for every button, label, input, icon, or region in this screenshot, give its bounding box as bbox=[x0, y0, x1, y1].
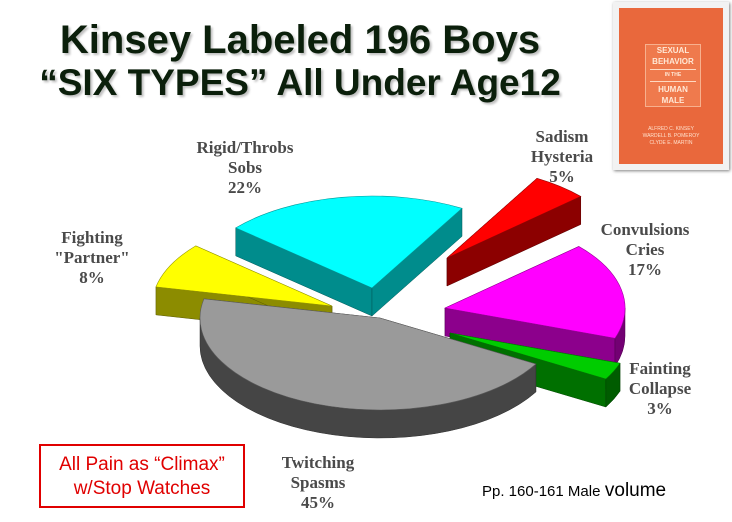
pie-slice bbox=[199, 298, 537, 439]
book-title-divider bbox=[650, 69, 696, 70]
slice-name-label: Twitching bbox=[282, 453, 355, 472]
pie-slice bbox=[444, 246, 626, 368]
slice-name-label: Fighting bbox=[61, 228, 123, 247]
slice-label: Fainting Collapse 3% bbox=[629, 359, 692, 418]
slice-percent-label: 17% bbox=[628, 260, 662, 279]
pie-slice bbox=[235, 195, 463, 317]
book-author: ALFRED C. KINSEY bbox=[648, 126, 694, 132]
book-title-line: MALE bbox=[661, 96, 685, 105]
slice-percent-label: 8% bbox=[79, 268, 105, 287]
note-line-1: All Pain as “Climax” bbox=[59, 454, 225, 475]
slice-label: Fighting "Partner" 8% bbox=[54, 228, 130, 287]
note-box: All Pain as “Climax” w/Stop Watches bbox=[39, 444, 245, 508]
slice-name-label: Fainting bbox=[629, 359, 691, 378]
book-author: WARDELL B. POMEROY bbox=[642, 133, 700, 139]
slice-name-label: Sobs bbox=[228, 158, 262, 177]
book-title-divider bbox=[650, 81, 696, 82]
book-title-line: IN THE bbox=[664, 72, 682, 78]
book-title-line: HUMAN bbox=[658, 85, 688, 94]
slide-subtitle: “SIX TYPES” All Under Age12 bbox=[39, 62, 561, 103]
slice-percent-label: 45% bbox=[301, 493, 335, 512]
slice-name-label: Hysteria bbox=[531, 147, 594, 166]
pie-slice bbox=[446, 177, 582, 287]
slice-label: Sadism Hysteria 5% bbox=[531, 127, 594, 186]
page-reference-volume: volume bbox=[604, 480, 667, 501]
slice-percent-label: 5% bbox=[549, 167, 575, 186]
book-author: CLYDE E. MARTIN bbox=[649, 140, 693, 146]
book-authors: ALFRED C. KINSEY WARDELL B. POMEROY CLYD… bbox=[619, 126, 723, 147]
slice-name-label: Cries bbox=[626, 240, 665, 259]
slice-name-label: Collapse bbox=[629, 379, 692, 398]
page-reference: Pp. 160-161 Male volume bbox=[482, 480, 666, 502]
book-cover: SEXUAL BEHAVIOR IN THE HUMAN MALE ALFRED… bbox=[619, 8, 723, 164]
book-title-line: BEHAVIOR bbox=[652, 57, 694, 66]
book-cover-image: SEXUAL BEHAVIOR IN THE HUMAN MALE ALFRED… bbox=[613, 2, 729, 170]
slice-percent-label: 3% bbox=[647, 399, 673, 418]
note-line-2: w/Stop Watches bbox=[73, 478, 211, 499]
book-title-line: SEXUAL bbox=[656, 46, 690, 55]
book-title: SEXUAL BEHAVIOR IN THE HUMAN MALE bbox=[645, 44, 701, 107]
slice-name-label: "Partner" bbox=[54, 248, 130, 267]
slide-title: Kinsey Labeled 196 Boys bbox=[59, 18, 541, 62]
slice-name-label: Rigid/Throbs bbox=[196, 138, 293, 157]
page-reference-pages: Pp. 160-161 Male bbox=[482, 483, 601, 500]
slice-name-label: Convulsions bbox=[601, 220, 690, 239]
slice-label: Rigid/Throbs Sobs 22% bbox=[196, 138, 293, 197]
slice-name-label: Spasms bbox=[291, 473, 346, 492]
slice-label: Twitching Spasms 45% bbox=[282, 453, 355, 512]
slice-percent-label: 22% bbox=[228, 178, 262, 197]
slice-label: Convulsions Cries 17% bbox=[601, 220, 690, 279]
slice-name-label: Sadism bbox=[536, 127, 589, 146]
